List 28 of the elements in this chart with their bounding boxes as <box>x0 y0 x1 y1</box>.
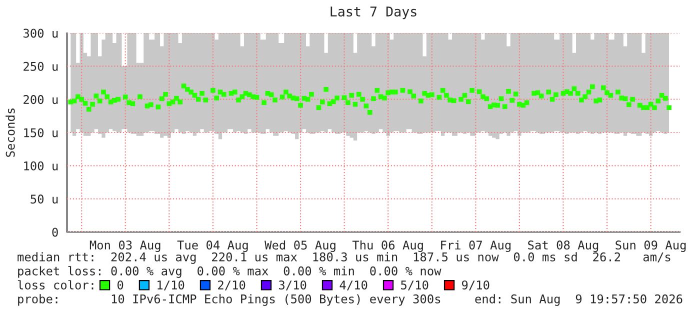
legend-label: 4/10 <box>340 280 368 290</box>
x-tick-label: Fri 07 Aug <box>441 240 511 252</box>
y-tick-label: 100 u <box>24 161 58 170</box>
legend-label: 0 <box>118 280 124 290</box>
legend-label: 5/10 <box>401 280 428 290</box>
text: end: Sun Aug 9 19:57:50 2026 <box>475 294 682 306</box>
x-tick-label: Sat 08 Aug <box>528 240 598 252</box>
x-tick-label: Wed 05 Aug <box>264 240 336 252</box>
text: packet loss: 0.00 % avg 0.00 % max 0.00 % min 0.00 % now <box>18 266 442 278</box>
x-tick-label: Mon 03 Aug <box>90 240 160 252</box>
legend-label: 9/10 <box>462 280 490 290</box>
y-axis-title: Seconds <box>6 108 15 157</box>
y-tick-label: 250 u <box>24 62 58 71</box>
legend-label: 3/10 <box>278 280 306 290</box>
y-tick-label: 50 u <box>30 194 58 204</box>
legend-label: 1/10 <box>158 280 184 290</box>
y-tick-label: 200 u <box>24 95 58 104</box>
x-tick-label: Sun 09 Aug <box>616 240 686 252</box>
x-tick-label: Tue 04 Aug <box>177 240 248 252</box>
y-tick-label: 150 u <box>24 128 58 138</box>
text: median rtt: 202.4 us avg 220.1 us max 180.3 us min 187.5 us now 0.0 ms sd 26.2 am/s <box>18 252 670 264</box>
y-tick-label: 0 <box>52 228 58 237</box>
x-tick-label: Thu 06 Aug <box>352 240 423 252</box>
legend-label: 2/10 <box>218 280 246 290</box>
chart-title: Last 7 Days <box>330 6 416 20</box>
y-tick-label: 300 u <box>24 28 58 38</box>
legend-title: loss color: <box>18 280 94 290</box>
text: probe: 10 IPv6-ICMP Echo Pings (500 Bytes) every 300s <box>18 294 440 306</box>
